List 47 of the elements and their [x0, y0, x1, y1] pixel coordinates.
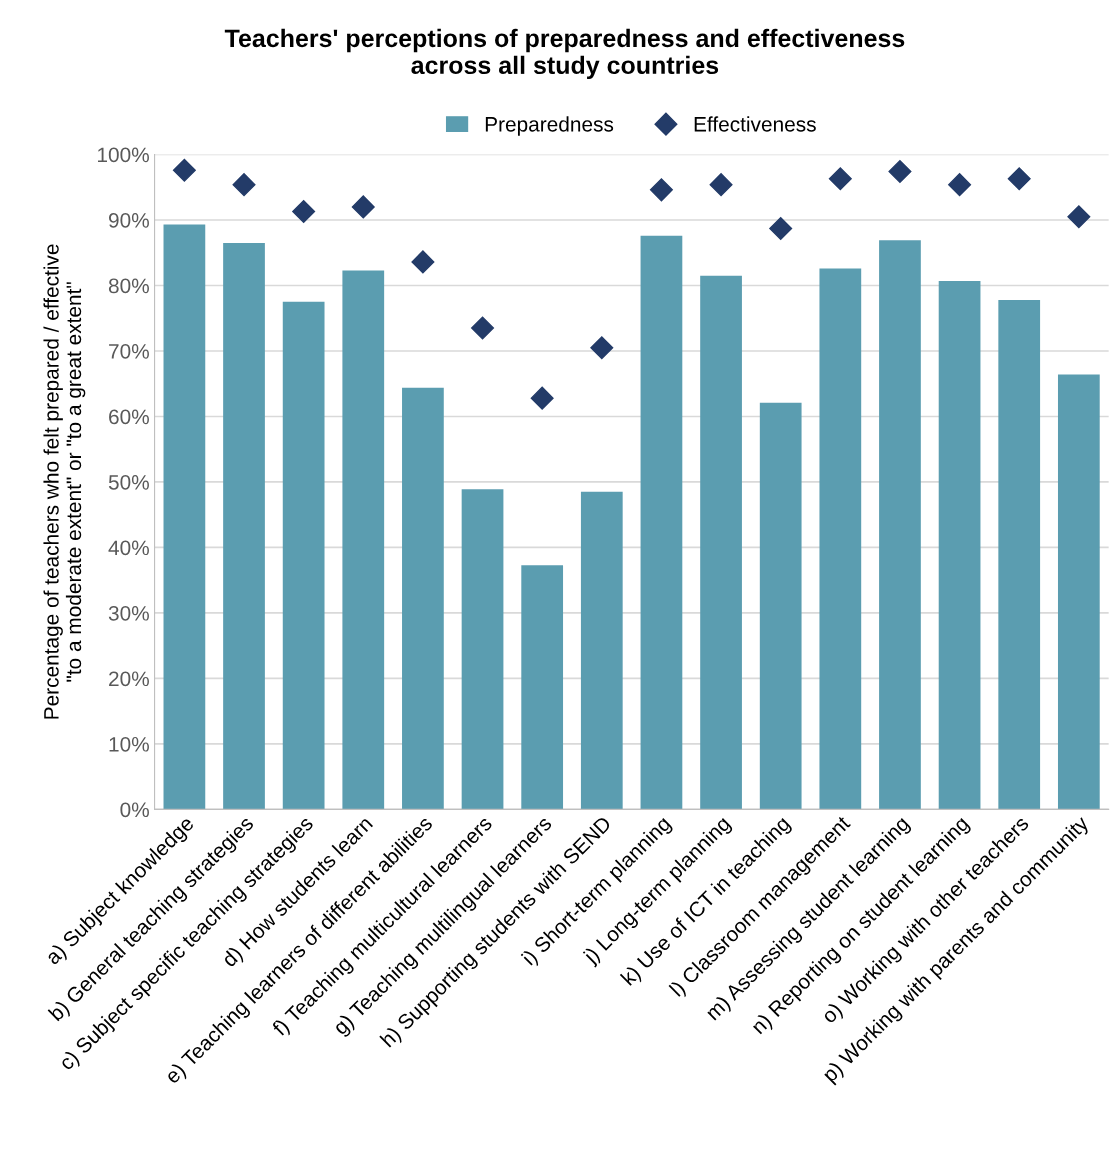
bar [163, 224, 206, 810]
y-tick-label: 60% [109, 409, 149, 425]
y-tick-label: 80% [108, 278, 149, 294]
y-tick-label: 50% [108, 474, 149, 490]
point [232, 173, 256, 197]
y-tick-label: 90% [108, 212, 149, 228]
point [828, 167, 852, 191]
bar [282, 301, 325, 810]
y-tick-label: 20% [109, 671, 149, 687]
bar [879, 240, 921, 810]
legend-label: Effectiveness [694, 116, 816, 132]
bar [700, 275, 742, 810]
bar [640, 235, 683, 810]
point [411, 250, 435, 274]
point [709, 173, 733, 197]
y-tick-label: 40% [108, 540, 149, 556]
bar [461, 489, 504, 810]
point [530, 386, 554, 410]
point [948, 173, 972, 197]
point [471, 316, 495, 340]
point [1067, 205, 1091, 229]
bar [938, 280, 981, 810]
y-tick-label: 0% [120, 802, 149, 818]
point [888, 160, 912, 184]
point [769, 217, 793, 241]
bar [998, 299, 1041, 810]
bar [402, 387, 444, 810]
bar [759, 402, 802, 810]
point [649, 178, 673, 202]
bar [521, 565, 564, 810]
bar [1057, 374, 1100, 810]
chart-title: Teachers' perceptions of preparedness and effectiveness across all study countries [224, 28, 905, 80]
y-axis-title: Percentage of teachers who felt prepared / effective "to a moderate extent" or "to a great extent" [43, 244, 86, 719]
bar [580, 491, 623, 810]
point [1007, 167, 1031, 191]
point [172, 158, 196, 182]
bar [223, 242, 265, 810]
bar [819, 268, 862, 810]
y-tick-label: 100% [98, 147, 149, 163]
bar [342, 270, 385, 810]
y-tick-label: 70% [109, 343, 149, 359]
y-tick-label: 30% [108, 605, 149, 621]
point [292, 199, 316, 223]
point [590, 336, 614, 360]
point [351, 195, 375, 219]
y-tick-label: 10% [109, 736, 149, 752]
legend-label: Preparedness [485, 116, 614, 136]
